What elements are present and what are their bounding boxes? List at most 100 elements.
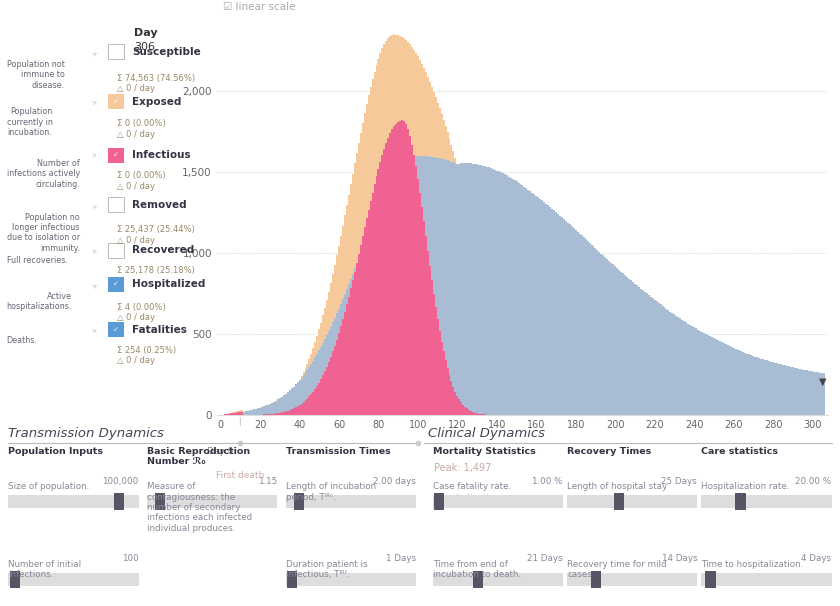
Bar	[389, 182, 391, 415]
Bar	[810, 371, 811, 415]
Bar	[375, 65, 377, 415]
Bar	[601, 411, 602, 415]
Bar	[585, 239, 586, 415]
Bar	[407, 129, 409, 415]
Bar	[549, 207, 551, 415]
Bar	[387, 187, 389, 415]
FancyBboxPatch shape	[567, 573, 697, 585]
Bar	[223, 414, 226, 415]
Bar	[507, 176, 510, 415]
Bar	[358, 258, 360, 415]
FancyBboxPatch shape	[286, 495, 416, 508]
Bar	[437, 102, 438, 415]
Bar	[259, 408, 261, 415]
FancyBboxPatch shape	[108, 322, 123, 338]
Bar	[386, 190, 387, 415]
Bar	[286, 392, 289, 415]
Bar	[459, 171, 460, 415]
Bar	[622, 273, 624, 415]
Bar	[365, 218, 368, 415]
Bar	[247, 414, 249, 415]
Bar	[352, 280, 354, 415]
Text: Hospitalization rate.: Hospitalization rate.	[701, 482, 790, 491]
Bar	[267, 414, 269, 415]
Bar	[289, 394, 291, 415]
Bar	[281, 402, 283, 415]
Bar	[387, 138, 389, 415]
Bar	[323, 375, 324, 415]
Bar	[415, 167, 417, 415]
Bar	[311, 394, 312, 415]
Bar	[486, 261, 488, 415]
Text: Σ 0 (0.00%): Σ 0 (0.00%)	[117, 119, 165, 128]
Bar	[342, 299, 344, 415]
Bar	[713, 338, 715, 415]
Bar	[232, 412, 234, 415]
Bar	[721, 342, 722, 415]
Bar	[364, 113, 365, 415]
Bar	[488, 267, 490, 415]
Bar	[617, 413, 618, 415]
Bar	[750, 355, 753, 415]
Bar	[397, 122, 399, 415]
Bar	[551, 387, 553, 415]
Text: Transmission Dynamics: Transmission Dynamics	[8, 427, 165, 440]
Bar	[662, 306, 664, 415]
Bar	[638, 287, 640, 415]
Bar	[620, 413, 622, 415]
Bar	[459, 399, 460, 415]
Text: △ 0 / day: △ 0 / day	[117, 84, 155, 93]
Bar	[245, 414, 247, 415]
Text: Infectious: Infectious	[132, 150, 191, 160]
Bar	[492, 169, 494, 415]
Bar	[811, 371, 813, 415]
Bar	[470, 210, 472, 415]
Bar	[326, 300, 328, 415]
Bar	[434, 158, 437, 415]
Bar	[326, 367, 328, 415]
Bar	[533, 367, 535, 415]
Bar	[431, 280, 433, 415]
Bar	[549, 385, 551, 415]
Bar	[571, 226, 573, 415]
Bar	[488, 167, 490, 415]
Bar	[586, 241, 589, 415]
Text: Hospitalized: Hospitalized	[132, 279, 206, 289]
Bar	[472, 164, 474, 415]
Text: ☑ linear scale: ☑ linear scale	[223, 2, 296, 12]
Bar	[324, 308, 326, 415]
Bar	[780, 364, 782, 415]
Bar	[226, 414, 228, 415]
Bar	[295, 384, 297, 415]
FancyBboxPatch shape	[567, 495, 697, 508]
Bar	[748, 355, 750, 415]
Bar	[265, 410, 267, 415]
Bar	[279, 413, 281, 415]
Bar	[297, 406, 298, 415]
Text: hospitalizations: hospitalizations	[433, 494, 505, 504]
Bar	[247, 411, 249, 415]
Bar	[476, 230, 478, 415]
Bar	[478, 236, 480, 415]
Text: Σ 0 (0.00%): Σ 0 (0.00%)	[117, 171, 165, 180]
Bar	[308, 396, 311, 415]
Bar	[770, 362, 772, 415]
Bar	[279, 398, 281, 415]
Bar	[557, 392, 559, 415]
Bar	[283, 395, 285, 415]
Bar	[302, 372, 305, 415]
Bar	[307, 364, 308, 415]
Bar	[423, 156, 425, 415]
Bar	[411, 157, 413, 415]
Bar	[592, 247, 595, 415]
Bar	[285, 411, 286, 415]
Bar	[561, 218, 563, 415]
Bar	[604, 258, 606, 415]
Bar	[513, 331, 516, 415]
Bar	[427, 156, 428, 415]
Bar	[425, 72, 427, 415]
Bar	[340, 327, 342, 415]
Bar	[389, 36, 391, 415]
Bar	[383, 195, 386, 415]
Text: Active
hospitalizations.: Active hospitalizations.	[7, 292, 72, 311]
